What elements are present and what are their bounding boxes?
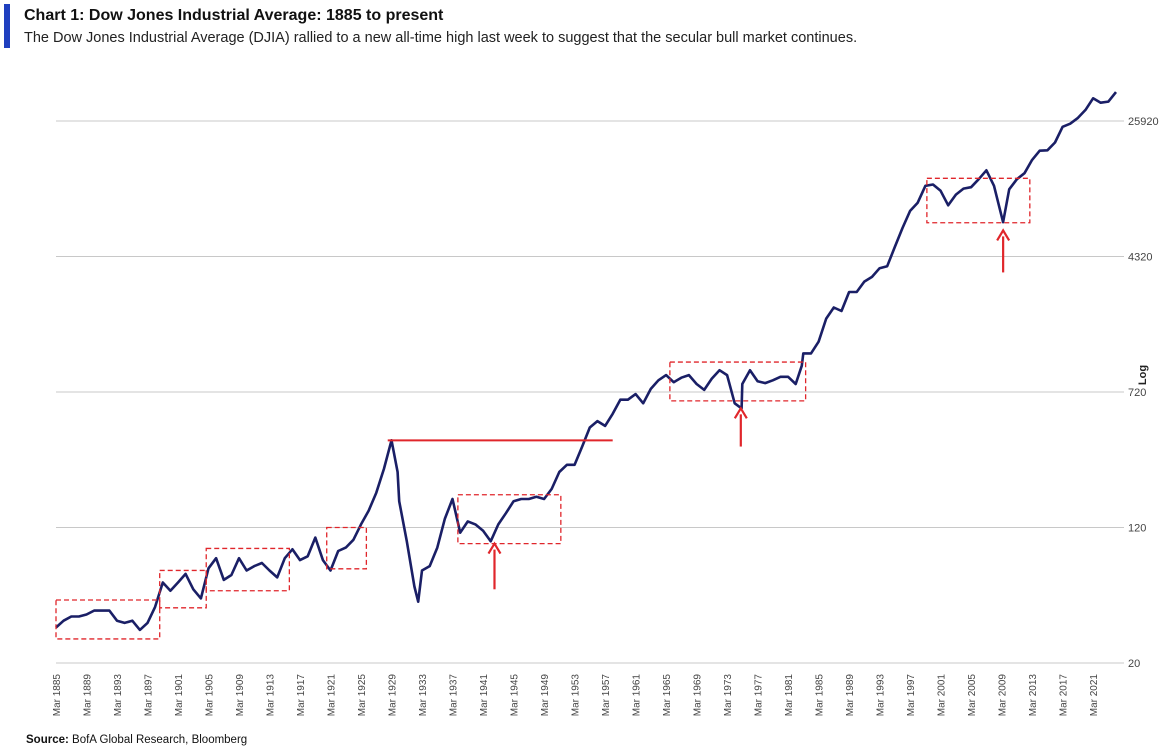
chart-subtitle: The Dow Jones Industrial Average (DJIA) … xyxy=(24,30,858,46)
x-tick-label: Mar 2013 xyxy=(1028,674,1039,717)
y-tick-label: 25920 xyxy=(1128,116,1159,128)
consolidation-box xyxy=(55,599,161,640)
source-note: Source: BofA Global Research, Bloomberg xyxy=(26,734,247,746)
x-tick-label: Mar 1981 xyxy=(784,674,795,717)
chart-title: Chart 1: Dow Jones Industrial Average: 1… xyxy=(24,7,444,24)
x-tick-label: Mar 1949 xyxy=(540,674,551,717)
x-tick-label: Mar 1921 xyxy=(327,674,338,717)
x-tick-label: Mar 1925 xyxy=(357,674,368,717)
x-tick-label: Mar 1897 xyxy=(144,674,155,717)
consolidation-box xyxy=(669,361,807,402)
x-tick-label: Mar 1997 xyxy=(906,674,917,717)
djia-series-line xyxy=(55,91,1118,632)
x-tick-label: Mar 1945 xyxy=(510,674,521,717)
consolidation-box xyxy=(457,494,562,545)
consolidation-box xyxy=(926,177,1031,224)
x-tick-label: Mar 1913 xyxy=(266,674,277,717)
title-accent-bar xyxy=(4,4,10,48)
source-text: BofA Global Research, Bloomberg xyxy=(72,734,248,746)
x-tick-label: Mar 1937 xyxy=(449,674,460,717)
y-axis-title: Log xyxy=(1137,365,1149,385)
x-tick-label: Mar 1905 xyxy=(205,674,216,717)
gridlines xyxy=(56,120,1124,664)
arrow-head xyxy=(487,541,502,555)
x-axis: Mar 1885 Mar 1889 Mar 1893 Mar 1897 Mar 1901… xyxy=(52,674,1100,717)
x-tick-label: Mar 1965 xyxy=(662,674,673,717)
x-tick-label: Mar 1953 xyxy=(571,674,582,717)
source-label: Source: xyxy=(26,734,69,746)
x-tick-label: Mar 1993 xyxy=(876,674,887,717)
x-tick-label: Mar 1985 xyxy=(815,674,826,717)
x-tick-label: Mar 1929 xyxy=(388,674,399,717)
x-tick-label: Mar 1941 xyxy=(479,674,490,717)
x-tick-label: Mar 1917 xyxy=(296,674,307,717)
y-tick-label: 720 xyxy=(1128,387,1146,399)
y-tick-label: 20 xyxy=(1128,658,1140,670)
x-tick-label: Mar 1893 xyxy=(113,674,124,717)
arrow-head xyxy=(996,228,1011,241)
x-tick-label: Mar 1933 xyxy=(418,674,429,717)
x-tick-label: Mar 2009 xyxy=(998,674,1009,717)
x-tick-label: Mar 1969 xyxy=(693,674,704,717)
x-tick-label: Mar 2017 xyxy=(1059,674,1070,717)
x-tick-label: Mar 1885 xyxy=(52,674,63,717)
x-tick-label: Mar 1977 xyxy=(754,674,765,717)
x-tick-label: Mar 1889 xyxy=(83,674,94,717)
y-tick-label: 4320 xyxy=(1128,252,1152,264)
arrow-head xyxy=(733,406,748,419)
y-tick-label: 120 xyxy=(1128,523,1146,535)
x-tick-label: Mar 1989 xyxy=(845,674,856,717)
y-axis: 20 120 720 4320 25920 Log xyxy=(1128,116,1159,670)
x-tick-label: Mar 1901 xyxy=(174,674,185,717)
x-tick-label: Mar 1961 xyxy=(632,674,643,717)
x-tick-label: Mar 1957 xyxy=(601,674,612,717)
consolidation-box xyxy=(205,547,291,592)
x-tick-label: Mar 2005 xyxy=(967,674,978,717)
x-tick-label: Mar 1909 xyxy=(235,674,246,717)
x-tick-label: Mar 1973 xyxy=(723,674,734,717)
annotations xyxy=(55,177,1031,640)
x-tick-label: Mar 2001 xyxy=(937,674,948,717)
x-tick-label: Mar 2021 xyxy=(1089,674,1100,717)
consolidation-box xyxy=(326,526,368,570)
series-layer xyxy=(55,91,1118,632)
